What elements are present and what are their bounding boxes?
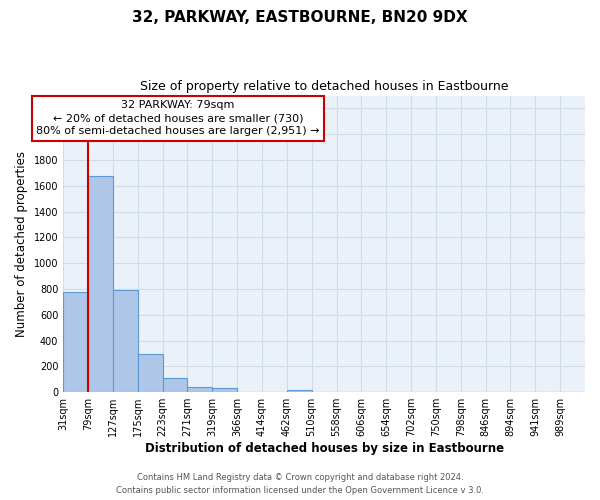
Text: 32 PARKWAY: 79sqm
← 20% of detached houses are smaller (730)
80% of semi-detache: 32 PARKWAY: 79sqm ← 20% of detached hous…: [36, 100, 320, 136]
Bar: [63, 292, 88, 392]
Bar: [212, 388, 237, 392]
Bar: [138, 354, 163, 392]
Bar: [287, 390, 311, 392]
Bar: [163, 378, 187, 392]
Y-axis label: Number of detached properties: Number of detached properties: [15, 151, 28, 337]
Bar: [88, 176, 113, 392]
X-axis label: Distribution of detached houses by size in Eastbourne: Distribution of detached houses by size …: [145, 442, 503, 455]
Bar: [187, 388, 212, 392]
Text: Contains HM Land Registry data © Crown copyright and database right 2024.
Contai: Contains HM Land Registry data © Crown c…: [116, 474, 484, 495]
Text: 32, PARKWAY, EASTBOURNE, BN20 9DX: 32, PARKWAY, EASTBOURNE, BN20 9DX: [132, 10, 468, 25]
Title: Size of property relative to detached houses in Eastbourne: Size of property relative to detached ho…: [140, 80, 508, 93]
Bar: [113, 290, 138, 392]
